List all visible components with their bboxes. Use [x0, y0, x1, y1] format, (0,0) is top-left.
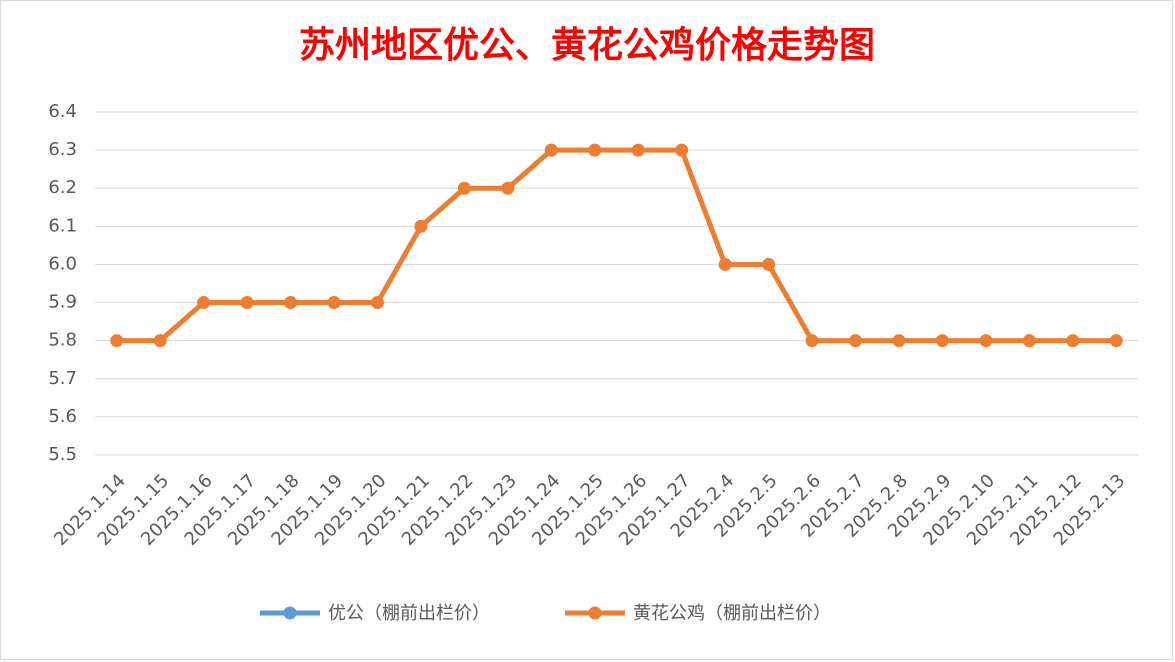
series-marker — [240, 296, 254, 310]
series-marker — [457, 181, 471, 195]
series-marker — [588, 143, 602, 157]
series-marker — [805, 334, 819, 348]
y-tick-label: 5.6 — [48, 406, 77, 427]
y-tick-label: 6.4 — [48, 101, 77, 122]
y-tick-label: 5.9 — [48, 292, 77, 313]
series-marker — [501, 181, 515, 195]
y-tick-label: 6.3 — [48, 139, 77, 160]
series-marker — [327, 296, 341, 310]
y-tick-label: 5.7 — [48, 368, 77, 389]
series-marker — [1066, 334, 1080, 348]
series-marker — [718, 257, 732, 271]
series-marker — [284, 296, 298, 310]
series-marker — [762, 257, 776, 271]
legend-label: 优公（棚前出栏价） — [328, 603, 490, 624]
legend-label: 黄花公鸡（棚前出栏价） — [633, 603, 831, 624]
series-marker — [153, 334, 167, 348]
y-tick-label: 5.8 — [48, 330, 77, 351]
series-marker — [197, 296, 211, 310]
series-marker — [849, 334, 863, 348]
y-tick-label: 6.1 — [48, 215, 77, 236]
series-marker — [544, 143, 558, 157]
chart-title: 苏州地区优公、黄花公鸡价格走势图 — [299, 24, 875, 66]
series-marker — [110, 334, 124, 348]
y-tick-label: 6.0 — [48, 253, 77, 274]
series-marker — [892, 334, 906, 348]
legend-marker — [588, 606, 602, 620]
series-marker — [370, 296, 384, 310]
series-marker — [935, 334, 949, 348]
series-marker — [414, 219, 428, 233]
series-line — [116, 147, 1117, 344]
y-tick-label: 5.5 — [48, 444, 77, 465]
series-marker — [631, 143, 645, 157]
series-marker — [1022, 334, 1036, 348]
series-marker — [979, 334, 993, 348]
legend-marker — [283, 606, 297, 620]
series-marker — [1109, 334, 1123, 348]
y-tick-label: 6.2 — [48, 177, 77, 198]
series-marker — [675, 143, 689, 157]
